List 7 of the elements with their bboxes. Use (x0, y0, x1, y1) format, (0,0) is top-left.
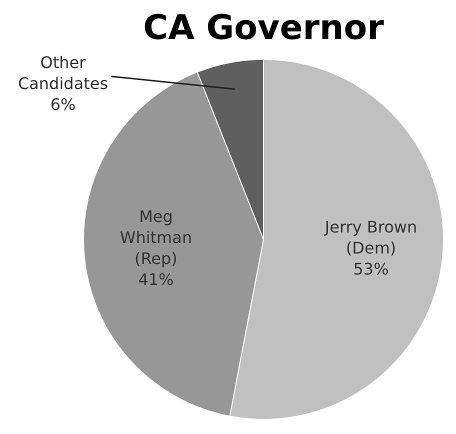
slice-label: Other Candidates (18, 52, 108, 93)
chart-title: CA Governor (143, 8, 384, 48)
data-label: 6% (50, 94, 76, 114)
slice-label: Meg Whitman (Rep) (120, 207, 192, 268)
data-label: 53% (353, 260, 389, 279)
data-label: 41% (138, 270, 174, 290)
slice-label: Jerry Brown (Dem) (324, 218, 418, 258)
